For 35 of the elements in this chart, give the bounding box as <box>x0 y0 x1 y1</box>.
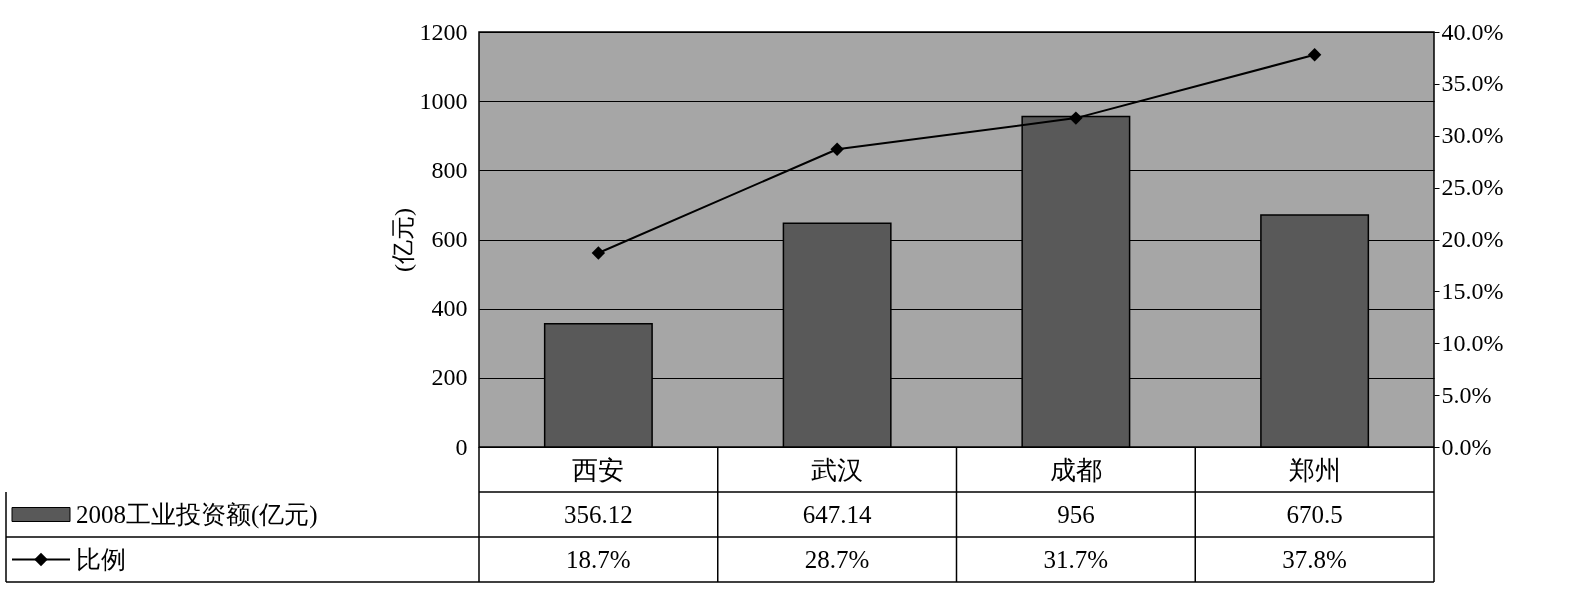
y2-tick-label: 0.0% <box>1441 433 1492 460</box>
legend-label: 比例 <box>76 545 126 573</box>
data-label: 28.7% <box>804 545 870 573</box>
y2-tick-label: 30.0% <box>1441 122 1504 149</box>
data-label: 647.14 <box>802 500 872 528</box>
point <box>1069 111 1083 125</box>
y-tick-label: 1200 <box>419 18 468 45</box>
y-tick-label: 600 <box>431 226 468 252</box>
point <box>830 142 844 156</box>
data-label: 956 <box>1057 500 1095 528</box>
point <box>591 246 606 260</box>
y-tick-label: 0 <box>455 433 468 460</box>
y-tick-label: 200 <box>431 364 468 391</box>
x-tick-label: 西安 <box>572 455 625 485</box>
data-label: 37.8% <box>1282 545 1347 573</box>
y2-tick-label: 10.0% <box>1441 329 1504 356</box>
legend-label: 2008工业投资额(亿元) <box>76 500 318 529</box>
data-label: 356.12 <box>564 500 633 528</box>
y2-tick-label: 20.0% <box>1441 226 1504 252</box>
y-tick-label: 1000 <box>419 87 468 114</box>
data-label: 31.7% <box>1043 545 1109 573</box>
y2-tick-label: 35.0% <box>1441 70 1504 97</box>
y-axis-title: (亿元) <box>389 208 416 272</box>
point <box>1307 48 1322 62</box>
y2-tick-label: 15.0% <box>1441 277 1504 304</box>
data-label: 670.5 <box>1286 500 1343 528</box>
y2-tick-label: 25.0% <box>1441 174 1504 201</box>
y2-tick-label: 40.0% <box>1441 18 1504 45</box>
x-tick-label: 武汉 <box>811 455 864 485</box>
data-label: 18.7% <box>566 545 631 573</box>
y-tick-label: 400 <box>431 295 468 322</box>
x-tick-label: 郑州 <box>1288 455 1341 485</box>
y-tick-label: 800 <box>431 156 468 183</box>
y2-tick-label: 5.0% <box>1441 381 1492 408</box>
x-tick-label: 成都 <box>1049 455 1102 485</box>
